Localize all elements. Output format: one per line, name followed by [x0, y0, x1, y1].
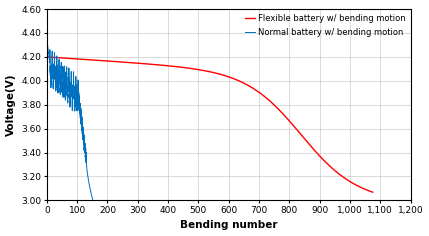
Normal battery w/ bending motion	[78, 107, 83, 110]
Normal battery w/ bending motion	[49, 63, 54, 66]
Flexible battery w/ bending motion	[82, 58, 87, 61]
Line: Flexible battery w/ bending motion: Flexible battery w/ bending motion	[47, 57, 373, 192]
Normal battery w/ bending motion	[70, 97, 76, 99]
Normal battery w/ bending motion	[59, 71, 64, 73]
Legend: Flexible battery w/ bending motion, Normal battery w/ bending motion: Flexible battery w/ bending motion, Norm…	[242, 11, 409, 40]
Normal battery w/ bending motion	[79, 122, 85, 124]
Flexible battery w/ bending motion	[44, 55, 49, 58]
Normal battery w/ bending motion	[87, 183, 92, 186]
Flexible battery w/ bending motion	[370, 191, 375, 194]
Normal battery w/ bending motion	[44, 38, 49, 40]
Flexible battery w/ bending motion	[101, 59, 106, 62]
Line: Normal battery w/ bending motion: Normal battery w/ bending motion	[47, 39, 93, 200]
X-axis label: Bending number: Bending number	[180, 220, 278, 230]
Flexible battery w/ bending motion	[183, 66, 188, 69]
Flexible battery w/ bending motion	[329, 166, 334, 169]
Normal battery w/ bending motion	[90, 199, 95, 202]
Y-axis label: Voltage(V): Voltage(V)	[6, 73, 15, 136]
Flexible battery w/ bending motion	[364, 188, 369, 191]
Flexible battery w/ bending motion	[169, 65, 174, 67]
